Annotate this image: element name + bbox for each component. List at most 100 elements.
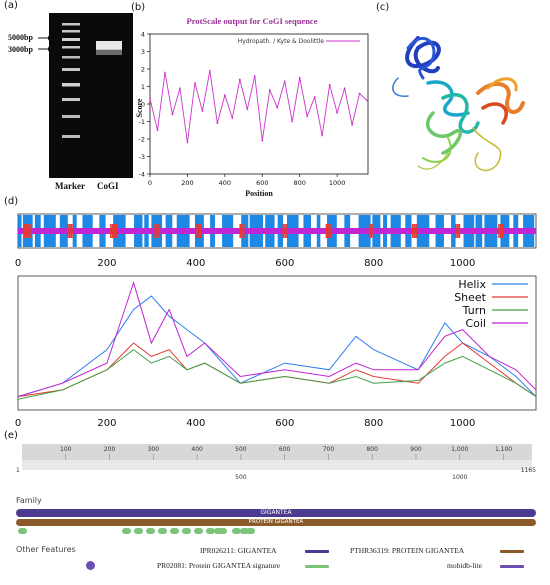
y-tick-label: -1 — [139, 118, 145, 126]
sheet-mark — [498, 224, 500, 238]
sheet-mark — [115, 224, 117, 238]
hydropathy-point — [216, 122, 219, 125]
y-tick-label: 1 — [141, 83, 145, 91]
sopma-x-ticks: 0 200 400 600 800 1000 — [15, 418, 476, 429]
ruler-tick-label: 700 — [323, 446, 335, 453]
panel-label-d: (d) — [4, 196, 19, 207]
sheet-mark — [284, 224, 286, 238]
legend-swatch-pr02081 — [305, 565, 329, 568]
panel-label-c: (c) — [376, 2, 390, 13]
track-x-tick-label: 400 — [186, 258, 205, 269]
family-title: Family — [16, 496, 42, 505]
sopma-legend-label: Turn — [462, 304, 486, 317]
sheet-mark — [111, 224, 114, 238]
sheet-mark — [27, 224, 29, 238]
sheet-mark — [25, 224, 28, 238]
y-tick-label: 4 — [141, 31, 145, 39]
hydropathy-point — [343, 87, 346, 90]
y-tick-label: -3 — [139, 153, 145, 161]
legend-swatch-ipr026211 — [305, 550, 329, 553]
size-label-3000: 3000bp — [8, 45, 33, 54]
protscale-x-ticks: 0 200 400 600 800 1000 — [148, 174, 345, 187]
sopma-line-turn — [17, 349, 537, 400]
sheet-mark — [282, 224, 285, 238]
hydropathy-point — [238, 78, 241, 81]
track-x-tick-label: 1000 — [450, 258, 475, 269]
y-tick-label: 0 — [141, 101, 145, 109]
sheet-mark — [456, 224, 459, 238]
hydropathy-point — [298, 76, 301, 79]
sheet-mark — [110, 224, 112, 238]
legend-label-ipr026211: IPR026211: GIGANTEA — [200, 546, 277, 555]
signature-segment[interactable] — [182, 528, 191, 534]
sopma-x-tick-label: 1000 — [450, 418, 475, 429]
sheet-mark — [158, 224, 161, 238]
sheet-mark — [72, 224, 74, 238]
sheet-mark — [241, 224, 243, 238]
sheet-mark — [154, 224, 157, 238]
sopma-x-tick-label: 800 — [364, 418, 383, 429]
sheet-mark — [329, 224, 331, 238]
hydropathy-point — [149, 97, 151, 100]
sheet-mark — [413, 224, 416, 238]
family-bar-gigantea[interactable]: GIGANTEA — [16, 509, 536, 517]
family-bar-protein-gigantea[interactable]: PROTEIN GIGANTEA — [16, 519, 536, 526]
hydropathy-point — [201, 110, 204, 112]
hydropathy-point — [164, 71, 166, 74]
size-arrows — [38, 35, 50, 52]
hydropathy-point — [328, 83, 331, 86]
hydropathy-line — [149, 70, 368, 143]
signature-segment[interactable] — [146, 528, 155, 534]
sheet-mark — [455, 224, 457, 238]
panel-label-a: (a) — [4, 0, 18, 11]
track-x-tick-label: 600 — [275, 258, 294, 269]
ruler-sub-ticks: 500 1000 — [235, 474, 467, 481]
track-x-tick-label: 200 — [97, 258, 116, 269]
sheet-mark — [239, 224, 242, 238]
protscale-legend: Hydropath. / Kyte & Doolittle — [238, 38, 325, 45]
protscale-ylabel: Score — [135, 98, 144, 117]
hydropathy-point — [246, 108, 249, 111]
signature-segment[interactable] — [122, 528, 131, 534]
hydropathy-point — [223, 94, 226, 97]
ruler-tick-label: 400 — [191, 446, 203, 453]
other-features-title: Other Features — [16, 545, 76, 554]
protscale-chart: ProtScale output for CoGI sequence 43210… — [135, 16, 369, 198]
signature-segment[interactable] — [170, 528, 179, 534]
sopma-legend-label: Sheet — [454, 291, 486, 304]
sheet-mark — [368, 224, 371, 238]
hydropathy-point — [358, 92, 361, 95]
sheet-mark — [198, 224, 200, 238]
sopma-legend-label: Helix — [458, 278, 486, 291]
sheet-mark — [499, 224, 502, 238]
signature-segment[interactable] — [240, 528, 249, 534]
sheet-mark — [286, 224, 288, 238]
sopma-series — [17, 281, 537, 400]
secondary-structure-track: 0 200 400 600 800 1000 — [15, 213, 537, 269]
sopma-x-tick-label: 600 — [275, 418, 294, 429]
hydropathy-point — [313, 96, 316, 98]
hydropathy-point — [336, 111, 339, 114]
coil-band — [18, 228, 536, 234]
sopma-x-tick-label: 400 — [186, 418, 205, 429]
signature-segment[interactable] — [206, 528, 215, 534]
sheet-mark — [372, 224, 374, 238]
hydropathy-point — [306, 115, 309, 118]
signature-segment[interactable] — [134, 528, 143, 534]
ruler-end: 1165 — [521, 467, 536, 474]
signature-segment[interactable] — [158, 528, 167, 534]
signature-segment[interactable] — [18, 528, 27, 534]
hydropathy-point — [321, 134, 324, 137]
signature-segment[interactable] — [214, 528, 223, 534]
sheet-mark — [113, 224, 116, 238]
ruler-tick-label: 100 — [60, 446, 72, 453]
sheet-marks — [23, 224, 504, 238]
sheet-mark — [458, 224, 461, 238]
signature-segment[interactable] — [194, 528, 203, 534]
ruler-sub-tick-label: 500 — [235, 474, 247, 481]
gel-image — [49, 13, 133, 178]
signature-segment[interactable] — [232, 528, 241, 534]
track-x-ticks: 0 200 400 600 800 1000 — [15, 258, 476, 269]
mobidb-lite-marker[interactable] — [86, 561, 95, 570]
